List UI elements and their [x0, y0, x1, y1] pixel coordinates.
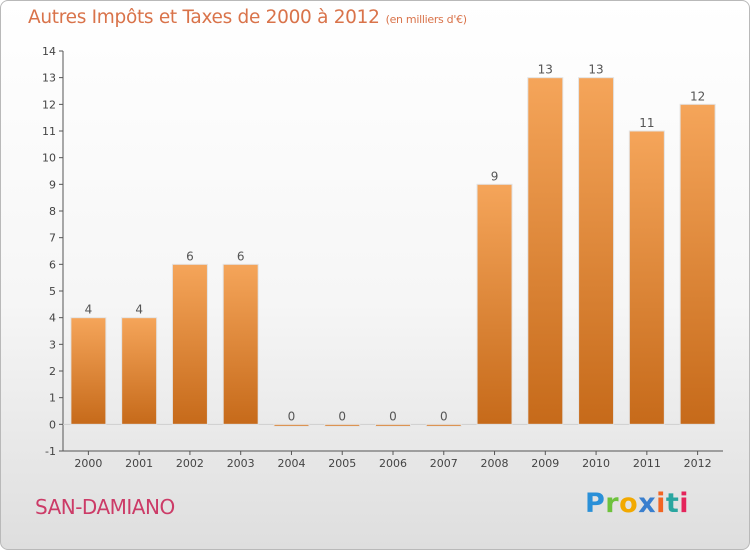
data-label: 4: [85, 303, 93, 317]
x-tick-label: 2006: [379, 457, 407, 470]
chart-title-text: Autres Impôts et Taxes de 2000 à 2012: [28, 7, 380, 28]
bar-2012: [679, 103, 716, 425]
data-label: 0: [338, 409, 346, 423]
y-tick-label: 4: [49, 312, 56, 325]
y-tick-label: 11: [42, 125, 56, 138]
x-tick-label: 2008: [481, 457, 509, 470]
y-tick-label: 6: [49, 258, 56, 271]
x-tick-label: 2003: [227, 457, 255, 470]
bar-2005: [324, 423, 361, 427]
y-tick-label: 5: [49, 285, 56, 298]
y-tick-label: 2: [49, 365, 56, 378]
bar-2001: [121, 317, 158, 425]
data-label: 13: [588, 63, 603, 77]
data-label: 9: [491, 169, 499, 183]
bar-2009: [527, 77, 564, 425]
y-tick-label: 14: [42, 45, 56, 58]
y-tick-label: 1: [49, 392, 56, 405]
chart-unit-note: (en milliers d'€): [385, 13, 467, 26]
y-tick-label: 7: [49, 232, 56, 245]
y-tick-label: -1: [45, 445, 56, 458]
bar-2000: [70, 317, 107, 425]
data-label: 0: [440, 409, 448, 423]
y-tick-label: 13: [42, 72, 56, 85]
y-tick-label: 3: [49, 338, 56, 351]
chart-data-labels: 4 4 6 6 0 0 0 0 9 13 13 11 12: [85, 63, 706, 424]
bar-2011: [628, 130, 665, 425]
y-tick-label: 8: [49, 205, 56, 218]
x-tick-label: 2005: [328, 457, 356, 470]
x-tick-label: 2011: [633, 457, 661, 470]
data-label: 0: [389, 409, 397, 423]
bar-2002: [171, 263, 208, 425]
x-tick-label: 2002: [176, 457, 204, 470]
data-label: 6: [237, 249, 245, 263]
x-tick-label: 2007: [430, 457, 458, 470]
bar-2007: [425, 423, 462, 427]
data-label: 11: [639, 116, 654, 130]
chart-title: Autres Impôts et Taxes de 2000 à 2012 (en…: [28, 7, 467, 28]
data-label: 13: [538, 63, 553, 77]
x-tick-label: 2010: [582, 457, 610, 470]
y-tick-label: 12: [42, 98, 56, 111]
x-tick-label: 2009: [531, 457, 559, 470]
y-tick-label: 10: [42, 152, 56, 165]
data-label: 0: [288, 409, 296, 423]
data-label: 6: [186, 249, 194, 263]
x-tick-label: 2001: [125, 457, 153, 470]
bar-2010: [578, 77, 615, 425]
bar-2004: [273, 423, 310, 427]
y-tick-label: 0: [49, 418, 56, 431]
x-tick-label: 2004: [277, 457, 305, 470]
bar-2006: [375, 423, 411, 427]
y-tick-label: 9: [49, 178, 56, 191]
x-tick-label: 2012: [684, 457, 712, 470]
bar-2008: [476, 183, 513, 425]
bar-2003: [222, 263, 259, 425]
chart-bars: [70, 77, 716, 427]
data-label: 12: [690, 89, 705, 103]
x-tick-label: 2000: [74, 457, 102, 470]
place-name: SAN-DAMIANO: [35, 495, 175, 519]
proxiti-logo: Proxiti: [585, 488, 690, 519]
data-label: 4: [135, 303, 143, 317]
